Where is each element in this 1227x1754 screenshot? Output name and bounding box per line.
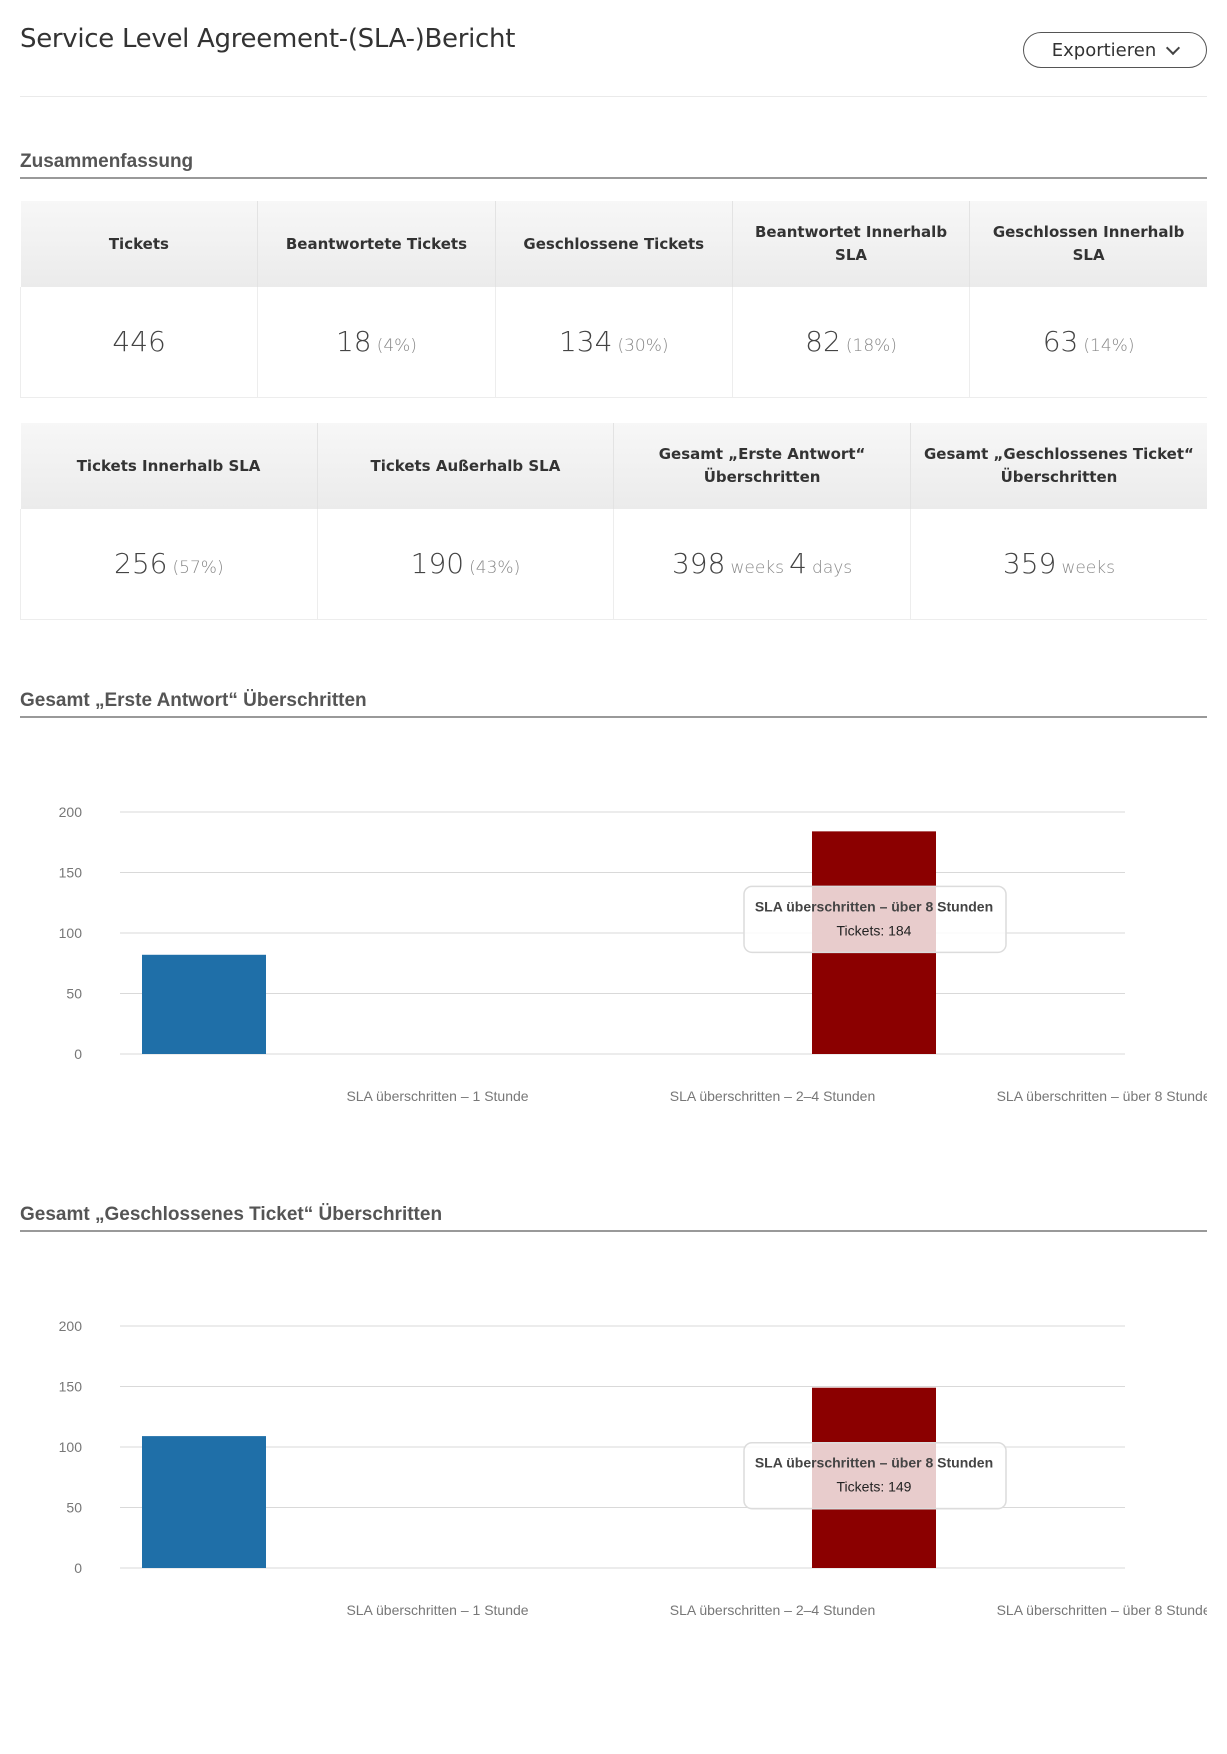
bar[interactable] — [142, 954, 266, 1054]
export-button[interactable]: Exportieren — [1023, 32, 1207, 68]
stat-value: 398 — [671, 547, 726, 581]
y-tick-label: 0 — [74, 1046, 82, 1062]
y-tick-label: 150 — [59, 1379, 83, 1395]
stat-answered-within-sla: 82 (18%) — [731, 287, 971, 398]
stat-value-2: 4 — [789, 547, 807, 581]
stat-tickets: 446 — [19, 287, 259, 398]
col-header-answered: Beantwortete Tickets — [257, 201, 496, 287]
y-tick-label: 100 — [59, 1439, 83, 1455]
tooltip-value: Tickets: 149 — [837, 1479, 912, 1495]
summary-table-2: Tickets Innerhalb SLA Tickets Außerhalb … — [20, 423, 1207, 620]
stat-closed-ticket-exceeded: 359 weeks — [909, 509, 1207, 620]
y-tick-label: 200 — [59, 1318, 83, 1334]
col-header-within-sla: Tickets Innerhalb SLA — [20, 423, 318, 509]
col-header-tickets: Tickets — [20, 201, 259, 287]
col-header-answered-within-sla: Beantwortet Innerhalb SLA — [732, 201, 971, 287]
x-tick-label: SLA überschritten – 1 Stunde — [346, 1088, 528, 1104]
y-tick-label: 50 — [66, 1500, 82, 1516]
stat-unit-2: days — [812, 558, 853, 579]
x-tick-label: SLA überschritten – 2–4 Stunden — [670, 1088, 875, 1104]
tooltip-value: Tickets: 184 — [837, 922, 912, 938]
stat-unit: weeks — [1061, 558, 1115, 579]
stat-unit: weeks — [730, 558, 785, 579]
stat-value: 134 — [558, 325, 613, 359]
stat-value: 256 — [114, 547, 168, 581]
col-header-closed-ticket-exceeded: Gesamt „Geschlossenes Ticket“ Überschrit… — [910, 423, 1207, 509]
stat-value: 63 — [1042, 325, 1079, 359]
stat-first-response-exceeded: 398 weeks 4 days — [613, 509, 911, 620]
export-label: Exportieren — [1051, 39, 1157, 61]
stat-value: 359 — [1002, 547, 1057, 581]
chart-tooltip: SLA überschritten – über 8 Stunden Ticket… — [743, 885, 1007, 954]
stat-value: 190 — [410, 547, 465, 581]
stat-outside-sla: 190 (43%) — [316, 509, 615, 620]
stat-value: 18 — [335, 325, 372, 359]
x-tick-label: SLA überschritten – über 8 Stunden — [997, 1602, 1207, 1618]
stat-percent: (30%) — [617, 336, 669, 357]
page-header: Service Level Agreement-(SLA-)Bericht Ex… — [20, 0, 1207, 97]
stat-percent: (4%) — [376, 336, 417, 357]
page-title: Service Level Agreement-(SLA-)Bericht — [20, 24, 516, 54]
y-tick-label: 50 — [66, 986, 82, 1002]
col-header-first-response-exceeded: Gesamt „Erste Antwort“ Überschritten — [613, 423, 911, 509]
stat-percent: (43%) — [469, 558, 521, 579]
chart-svg: 0 50 100 150 200 SLA überschritten – 1 Stunde… — [59, 804, 1207, 1104]
sla-report-page: Service Level Agreement-(SLA-)Bericht Ex… — [19, 0, 1207, 1618]
bar[interactable] — [142, 1436, 266, 1568]
stat-percent: (18%) — [845, 336, 897, 357]
stat-value: 446 — [112, 325, 166, 359]
stat-answered: 18 (4%) — [257, 287, 496, 398]
tooltip-title: SLA überschritten – über 8 Stunden — [755, 1455, 993, 1471]
tooltip-title: SLA überschritten – über 8 Stunden — [755, 898, 993, 914]
stat-within-sla: 256 (57%) — [20, 509, 318, 620]
x-tick-label: SLA überschritten – 1 Stunde — [346, 1602, 528, 1618]
summary-table-1: Tickets Beantwortete Tickets Geschlossen… — [19, 201, 1207, 398]
x-tick-label: SLA überschritten – über 8 Stunden — [997, 1088, 1207, 1104]
stat-value: 82 — [805, 325, 841, 359]
x-tick-label: SLA überschritten – 2–4 Stunden — [670, 1602, 875, 1618]
first-response-section-title: Gesamt „Erste Antwort“ Überschritten — [20, 690, 1207, 718]
closed-ticket-chart: 0 50 100 150 200 SLA überschritten – 1 Stunde… — [20, 1274, 1207, 1694]
stat-percent: (57%) — [172, 558, 224, 579]
col-header-outside-sla: Tickets Außerhalb SLA — [317, 423, 615, 509]
y-tick-label: 0 — [74, 1560, 82, 1576]
closed-ticket-section-title: Gesamt „Geschlossenes Ticket“ Überschrit… — [20, 1204, 1207, 1232]
stat-percent: (14%) — [1083, 336, 1135, 357]
stat-closed: 134 (30%) — [494, 287, 733, 398]
y-tick-label: 200 — [59, 804, 83, 820]
y-tick-label: 150 — [59, 865, 83, 881]
chart-tooltip: SLA überschritten – über 8 Stunden Ticket… — [743, 1441, 1007, 1510]
col-header-closed-within-sla: Geschlossen Innerhalb SLA — [969, 201, 1207, 287]
first-response-chart: 0 50 100 150 200 SLA überschritten – 1 Stunde… — [20, 760, 1207, 1180]
summary-section-title: Zusammenfassung — [20, 151, 1207, 179]
stat-closed-within-sla: 63 (14%) — [969, 287, 1207, 398]
chart-svg: 0 50 100 150 200 SLA überschritten – 1 Stunde… — [59, 1318, 1207, 1618]
col-header-closed: Geschlossene Tickets — [495, 201, 733, 287]
chevron-down-icon — [1166, 40, 1181, 55]
y-tick-label: 100 — [59, 925, 83, 941]
